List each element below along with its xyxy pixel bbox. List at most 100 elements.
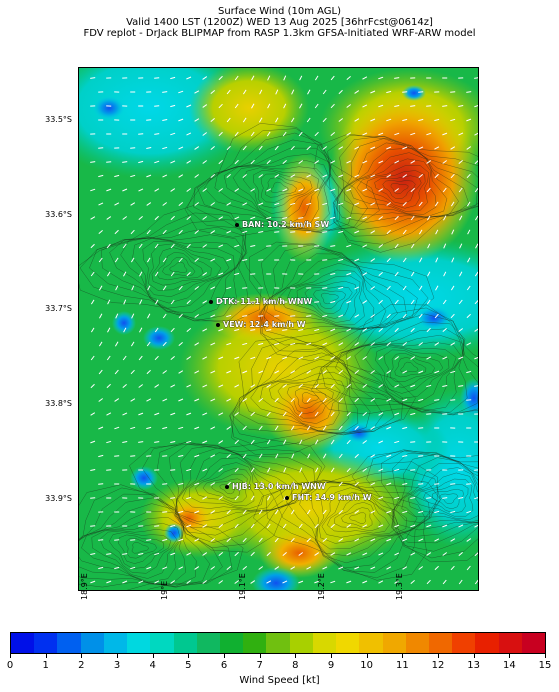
wind-arrow [194, 174, 199, 178]
wind-arrow [306, 342, 312, 346]
wind-arrow [474, 160, 478, 165]
wind-arrow [450, 118, 456, 122]
wind-arrow [418, 285, 423, 291]
wind-arrow [474, 187, 478, 193]
wind-arrow [170, 327, 175, 333]
wind-arrow [234, 328, 240, 332]
wind-arrow [418, 398, 424, 402]
terrain-contour [325, 321, 468, 413]
wind-arrow [154, 384, 160, 388]
wind-arrow [114, 455, 120, 457]
wind-arrow [106, 383, 111, 389]
wind-arrow [202, 552, 208, 556]
wind-arrow [122, 384, 127, 388]
wind-arrow [466, 538, 472, 542]
wind-arrow [362, 272, 368, 276]
terrain-contour [142, 241, 230, 297]
wind-arrow [291, 89, 295, 95]
wind-arrow [98, 174, 104, 178]
wind-arrow [114, 229, 119, 235]
wind-arrow [138, 355, 143, 361]
terrain-contour [79, 497, 211, 588]
wind-arrow [466, 510, 472, 514]
wind-arrow [378, 384, 384, 388]
wind-arrow [402, 118, 408, 122]
wind-arrow [314, 383, 319, 389]
colorbar-tick-label: 0 [6, 660, 14, 671]
wind-arrow [114, 566, 120, 570]
wind-arrow [162, 229, 167, 235]
terrain-contour [118, 534, 164, 564]
terrain-contour [174, 445, 304, 528]
wind-arrow [426, 160, 432, 164]
wind-arrow [130, 369, 135, 375]
wind-arrow [354, 370, 360, 374]
wind-arrow [146, 369, 151, 375]
wind-arrow [178, 483, 184, 485]
wind-arrow [402, 91, 408, 93]
wind-map[interactable]: BAN: 10.2 km/h SW DTK: 11.1 km/h WNW VEW: … [78, 67, 479, 591]
wind-arrow [458, 524, 464, 528]
wind-arrow [378, 440, 384, 444]
wind-arrow [394, 77, 400, 79]
colorbar-tick-label: 12 [431, 660, 445, 671]
wind-arrow [299, 75, 303, 81]
wind-arrow [130, 202, 136, 206]
wind-arrow [450, 313, 455, 319]
wind-arrow [138, 553, 144, 555]
terrain-contour [287, 275, 361, 323]
wind-arrow [354, 174, 360, 178]
wind-arrow [306, 537, 311, 543]
wind-arrow [442, 187, 447, 193]
wind-arrow [138, 188, 144, 192]
wind-arrow [346, 244, 352, 248]
terrain-contour [364, 344, 457, 399]
wind-arrow [266, 523, 271, 529]
wind-arrow [186, 299, 191, 305]
wind-arrow [90, 553, 96, 555]
wind-arrow [466, 91, 472, 93]
wind-arrow [330, 383, 335, 389]
wind-arrow [410, 552, 416, 556]
terrain-contour [232, 166, 326, 219]
wind-arrow [450, 173, 455, 179]
wind-arrow [427, 271, 431, 277]
colorbar-tickmark [366, 654, 368, 658]
wind-arrow [474, 579, 478, 585]
wind-arrow [330, 132, 336, 136]
wind-arrow [202, 76, 208, 80]
terrain-contour [203, 147, 332, 230]
terrain-contour [151, 247, 212, 286]
wind-arrow [122, 188, 128, 192]
wind-arrow [450, 201, 455, 207]
wind-arrow [378, 468, 384, 472]
colorbar-tick-label: 3 [113, 660, 121, 671]
wind-arrow [362, 328, 368, 332]
colorbar-tick-label: 6 [220, 660, 228, 671]
wind-arrow [178, 455, 184, 457]
wind-arrow [234, 467, 239, 473]
wind-arrow [450, 285, 455, 291]
wind-arrow [410, 327, 415, 333]
wind-arrow [258, 117, 263, 123]
terrain-contour [79, 493, 223, 588]
colorbar-cell [173, 633, 197, 653]
wind-arrow [370, 258, 376, 262]
wind-arrow [434, 313, 439, 319]
wind-arrow [210, 510, 216, 514]
wind-arrow [442, 160, 448, 164]
wind-arrow [114, 202, 120, 206]
wind-arrow [354, 538, 360, 542]
terrain-contour [259, 243, 429, 352]
wind-arrow [122, 580, 128, 584]
terrain-contour [321, 492, 399, 538]
wind-arrow [322, 370, 327, 374]
wind-arrow [234, 103, 239, 109]
wind-arrow [250, 523, 255, 529]
wind-arrow [194, 90, 200, 94]
wind-arrow [226, 286, 232, 290]
wind-arrow [442, 497, 448, 499]
colorbar-tick-label: 7 [256, 660, 263, 671]
wind-arrow [98, 454, 104, 458]
wind-arrow [402, 510, 408, 514]
